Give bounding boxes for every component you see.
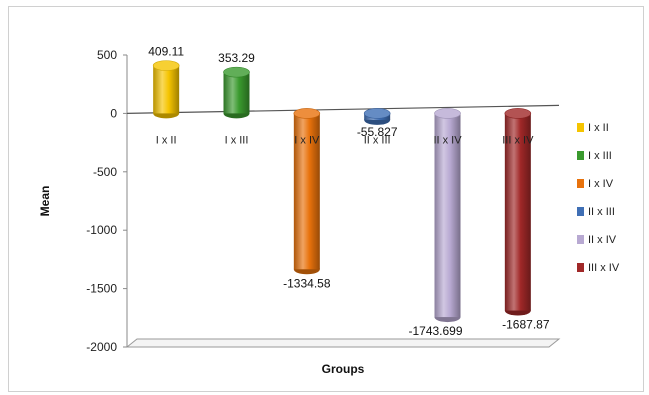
bar-2[interactable]	[293, 108, 321, 275]
bar-top-cap	[152, 60, 180, 71]
bar-4[interactable]	[434, 108, 461, 323]
x-category-label: I x III	[225, 134, 249, 146]
legend-swatch	[577, 263, 584, 272]
bar-body[interactable]	[434, 113, 461, 318]
legend-item[interactable]: I x III	[577, 150, 612, 162]
legend-swatch	[577, 123, 584, 132]
legend-item[interactable]: II x IV	[577, 234, 617, 246]
legend-item[interactable]: I x II	[577, 122, 609, 134]
legend-label: I x IV	[588, 178, 614, 190]
legend-label: II x III	[588, 206, 615, 218]
legend-item[interactable]: II x III	[577, 206, 615, 218]
legend-swatch	[577, 235, 584, 244]
data-label: -1687.87	[502, 318, 550, 332]
y-tick-label: 0	[110, 106, 117, 120]
y-tick-label: -2000	[86, 340, 117, 354]
data-label: 409.11	[148, 45, 184, 59]
bar-5[interactable]	[504, 108, 532, 316]
y-axis-title: Mean	[38, 186, 52, 217]
x-axis-title: Groups	[322, 362, 365, 376]
legend-label: I x III	[588, 150, 612, 162]
data-label: -1743.699	[408, 324, 462, 338]
x-category-label: III x IV	[502, 134, 534, 146]
y-tick-label: -1000	[86, 223, 117, 237]
legend-label: III x IV	[588, 262, 620, 274]
chart-frame: 500 0 -500 -1000 -1500 -2000 Mean Groups I x II…	[8, 6, 644, 392]
legend-swatch	[577, 207, 584, 216]
x-category-label: II x IV	[433, 134, 462, 146]
bar-top-cap	[363, 108, 391, 119]
y-tick-label: 500	[97, 48, 117, 62]
bar-body[interactable]	[223, 72, 250, 114]
chart-floor	[125, 338, 561, 348]
bar-body[interactable]	[504, 113, 531, 311]
y-tick-label: -1500	[86, 282, 117, 296]
bar-1[interactable]	[223, 66, 250, 119]
data-label: -55.827	[357, 125, 398, 139]
legend-item[interactable]: I x IV	[577, 178, 614, 190]
x-category-label: I x IV	[294, 134, 320, 146]
legend-swatch	[577, 151, 584, 160]
bar-top-cap	[293, 108, 321, 119]
zero-baseline	[126, 104, 560, 114]
bar-body[interactable]	[153, 65, 180, 114]
bar-body[interactable]	[293, 113, 320, 270]
legend-swatch	[577, 179, 584, 188]
x-category-label: I x II	[156, 134, 177, 146]
bar-chart: 500 0 -500 -1000 -1500 -2000 Mean Groups I x II…	[38, 45, 620, 376]
legend-item[interactable]: III x IV	[577, 262, 620, 274]
bar-3[interactable]	[363, 108, 391, 125]
data-label: -1334.58	[283, 276, 331, 290]
legend-label: I x II	[588, 122, 609, 134]
bar-top-cap	[504, 108, 532, 119]
data-label: 353.29	[218, 51, 255, 65]
y-tick-label: -500	[93, 165, 117, 179]
bar-top-cap	[223, 66, 250, 78]
legend-label: II x IV	[588, 234, 617, 246]
bar-0[interactable]	[152, 60, 180, 119]
bar-top-cap	[434, 108, 461, 119]
x-category-label: II x III	[364, 134, 391, 146]
